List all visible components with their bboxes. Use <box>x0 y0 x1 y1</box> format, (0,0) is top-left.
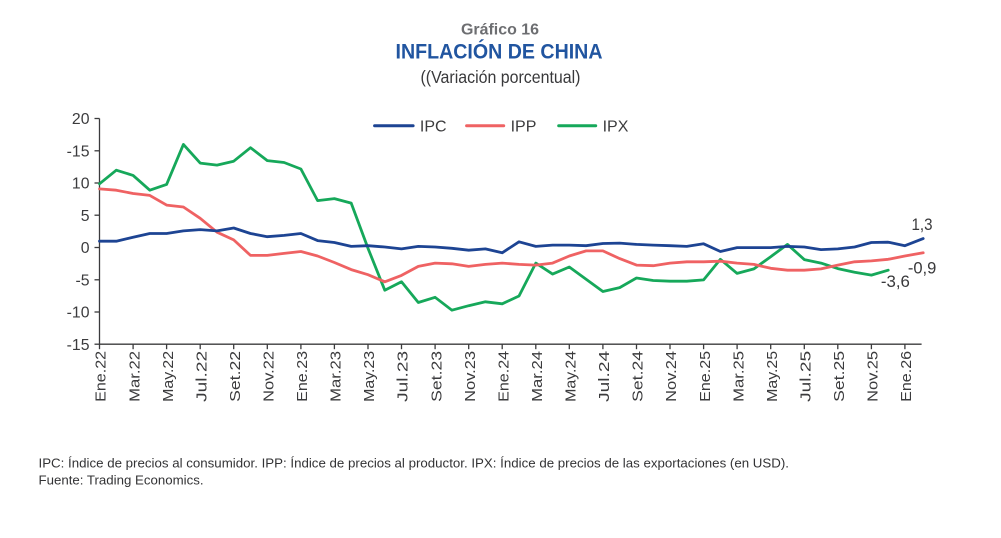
svg-text:Set.23: Set.23 <box>429 351 445 402</box>
svg-text:-10: -10 <box>67 305 90 322</box>
svg-text:Jul.24: Jul.24 <box>597 351 613 402</box>
svg-text:Mar.25: Mar.25 <box>731 351 747 402</box>
svg-text:5: 5 <box>81 208 90 225</box>
svg-text:Set.25: Set.25 <box>832 351 848 402</box>
svg-text:INFLACIÓN DE CHINA: INFLACIÓN DE CHINA <box>396 39 603 64</box>
svg-text:Jul.22: Jul.22 <box>194 351 210 402</box>
svg-text:Ene.25: Ene.25 <box>698 351 714 402</box>
svg-text:20: 20 <box>72 111 90 128</box>
svg-text:Mar.23: Mar.23 <box>329 351 345 402</box>
svg-text:Ene.26: Ene.26 <box>899 351 915 402</box>
svg-text:1,3: 1,3 <box>912 216 933 234</box>
svg-text:Ene.23: Ene.23 <box>295 351 311 402</box>
svg-text:Nov.22: Nov.22 <box>262 351 278 402</box>
svg-text:Gráfico 16: Gráfico 16 <box>461 22 539 39</box>
svg-text:IPP: IPP <box>511 118 537 135</box>
svg-text:Nov.25: Nov.25 <box>866 351 882 402</box>
svg-text:Set.22: Set.22 <box>228 351 244 402</box>
svg-text:Fuente: Trading Economics.: Fuente: Trading Economics. <box>39 472 204 487</box>
svg-text:-15: -15 <box>67 337 90 354</box>
svg-text:Nov.23: Nov.23 <box>463 351 479 402</box>
svg-text:IPC: Índice de precios al cons: IPC: Índice de precios al consumidor. IP… <box>39 456 790 471</box>
svg-text:Mar.24: Mar.24 <box>530 351 546 402</box>
svg-text:((Variación porcentual): ((Variación porcentual) <box>421 67 581 87</box>
svg-text:-5: -5 <box>75 272 89 289</box>
svg-text:May.22: May.22 <box>161 351 177 402</box>
svg-text:Jul.25: Jul.25 <box>799 351 815 402</box>
svg-text:May.24: May.24 <box>564 351 580 402</box>
svg-text:IPX: IPX <box>603 118 629 135</box>
svg-text:-3,6: -3,6 <box>881 273 910 291</box>
svg-text:Ene.22: Ene.22 <box>94 351 110 402</box>
svg-text:10: 10 <box>72 176 90 193</box>
svg-text:May.23: May.23 <box>362 351 378 402</box>
svg-text:Mar.22: Mar.22 <box>127 351 143 402</box>
svg-text:IPC: IPC <box>420 118 447 135</box>
svg-text:Set.24: Set.24 <box>631 351 647 402</box>
svg-text:-0,9: -0,9 <box>908 259 937 277</box>
svg-text:Jul.23: Jul.23 <box>396 351 412 402</box>
svg-text:May.25: May.25 <box>765 351 781 402</box>
svg-text:-15: -15 <box>67 143 90 160</box>
svg-text:0: 0 <box>81 240 90 257</box>
svg-text:Nov.24: Nov.24 <box>664 351 680 402</box>
svg-text:Ene.24: Ene.24 <box>496 351 512 402</box>
